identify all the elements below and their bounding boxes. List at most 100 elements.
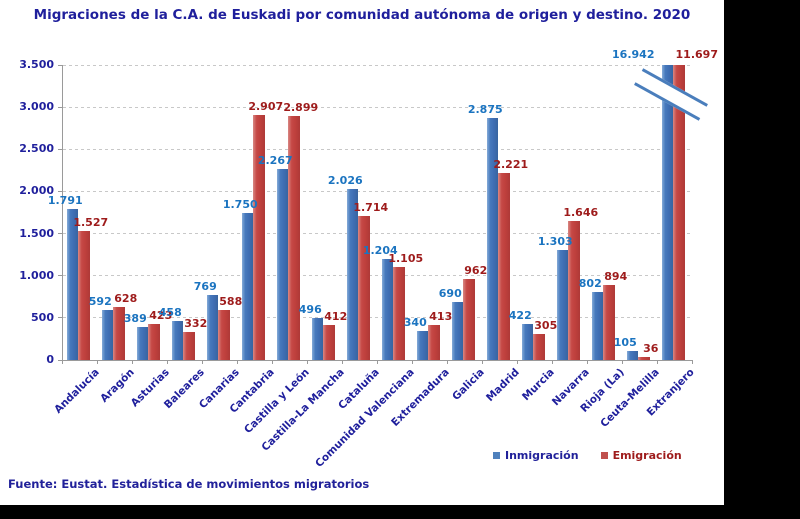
bar-emigracion [533,334,545,360]
bar-emigracion [603,284,615,360]
y-axis-tick [58,275,62,277]
bar-value-label: 412 [324,310,348,324]
bar-value-label: 2.899 [283,100,319,114]
x-axis-tick [692,360,693,364]
bar-value-label: 11.697 [675,48,718,61]
gridline [63,317,692,319]
inmigracion-legend-swatch-icon [493,452,500,459]
bar-inmigracion [451,301,463,360]
bar-value-label: 496 [298,303,322,317]
bar-emigracion [253,114,265,360]
y-axis-tick [58,148,62,150]
bar-inmigracion [486,117,498,360]
bar-emigracion [638,356,650,360]
bar-emigracion [463,278,475,360]
y-axis-tick [58,190,62,192]
bar-emigracion [323,325,335,360]
x-axis-tick [657,360,658,364]
x-axis-tick [202,360,203,364]
bar-value-label: 1.750 [222,197,258,211]
x-axis-tick [237,360,238,364]
bar-value-label: 332 [184,317,208,331]
bar-value-label: 1.646 [563,206,599,220]
legend-label-inmigracion: Inmigración [505,449,579,462]
bar-inmigracion [66,209,78,360]
y-axis-tick [58,359,62,361]
gridline [63,106,692,108]
bar-inmigracion [241,212,253,360]
x-axis-tick [272,360,273,364]
bar-emigracion [673,65,685,360]
x-axis-tick [167,360,168,364]
gridline [63,275,692,277]
legend-item-inmigracion: Inmigración [493,449,579,462]
gridline [63,233,692,235]
bar-value-label: 458 [158,306,182,320]
bar-value-label: 2.026 [327,174,363,188]
x-axis-tick [412,360,413,364]
bar-emigracion [148,324,160,360]
bar-value-label: 894 [604,269,628,283]
bar-inmigracion [556,250,568,360]
x-axis-category-label: Galicia [449,366,487,403]
source-note: Fuente: Eustat. Estadística de movimient… [8,477,370,491]
bar-inmigracion [101,310,113,360]
chart-title: Migraciones de la C.A. de Euskadi por co… [33,7,691,23]
bar-value-label: 962 [464,263,488,277]
bar-value-label: 305 [534,319,558,333]
y-axis-tick [58,64,62,66]
bar-inmigracion [381,258,393,360]
x-axis-tick [132,360,133,364]
bar-inmigracion [136,327,148,360]
bar-value-label: 1.105 [388,251,424,265]
y-axis-tick-label: 2.500 [19,142,54,156]
y-axis-tick-label: 500 [31,310,54,324]
x-axis-category-label: Andalucía [51,366,102,416]
x-axis-tick [377,360,378,364]
x-axis-tick [307,360,308,364]
bar-value-label: 389 [123,312,147,326]
plot-area: 0 500 1.000 1.500 2.000 2.500 3.000 3.500 Andalu… [19,48,718,470]
bar-value-label: 1.527 [73,216,109,230]
bar-inmigracion [206,295,218,360]
bar-emigracion [218,310,230,360]
gridline [63,190,692,192]
bar-value-label: 628 [114,292,138,306]
bar-inmigracion [276,168,288,360]
bar-emigracion [113,307,125,360]
bar-value-label: 690 [438,286,462,300]
bar-value-label: 2.907 [248,99,284,113]
bar-value-label: 105 [613,336,637,350]
y-axis-tick [58,233,62,235]
gridline [63,148,692,150]
legend-label-emigracion: Emigración [612,449,682,462]
bar-value-label: 16.942 [612,48,655,61]
y-axis-line [62,65,63,360]
bar-emigracion [568,221,580,360]
bar-inmigracion [311,318,323,360]
y-axis-tick-label: 1.500 [19,226,54,240]
bar-inmigracion [416,331,428,360]
x-axis-tick [97,360,98,364]
x-axis-tick [482,360,483,364]
bar-value-label: 413 [429,310,453,324]
bar-value-label: 592 [88,295,112,309]
y-axis-tick-label: 2.000 [19,184,54,198]
y-axis-tick-label: 3.500 [19,58,54,71]
y-axis-tick-label: 0 [46,353,54,366]
bar-inmigracion [591,292,603,360]
emigracion-legend-swatch-icon [600,452,608,459]
x-axis-tick [517,360,518,364]
x-axis-tick [622,360,623,364]
bar-emigracion [393,266,405,360]
bar-value-label: 1.204 [362,243,398,257]
legend: Inmigración Emigración [493,449,682,462]
x-axis-tick [62,360,63,364]
bar-value-label: 36 [643,341,659,355]
bar-value-label: 1.791 [47,194,83,208]
x-axis-tick [342,360,343,364]
bar-value-label: 340 [403,316,427,330]
bar-emigracion [498,172,510,360]
bar-emigracion [288,115,300,360]
